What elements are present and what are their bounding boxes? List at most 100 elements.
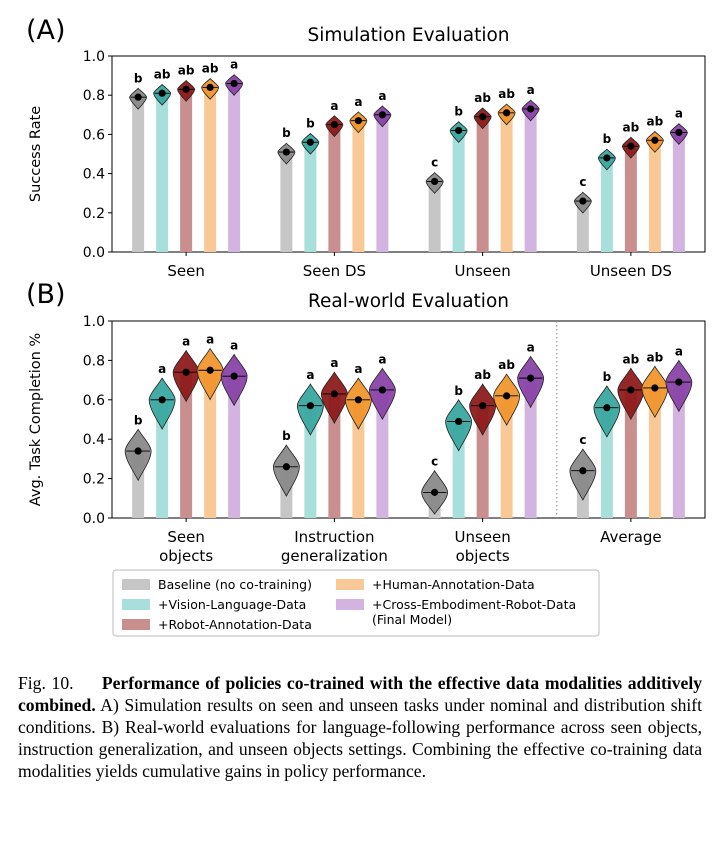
bar: [156, 93, 169, 253]
violin: [617, 367, 645, 421]
significance-letter: a: [230, 338, 238, 352]
bar: [304, 405, 317, 518]
significance-letter: b: [134, 413, 143, 427]
data-point: [134, 93, 142, 101]
bar: [648, 387, 661, 518]
caption-label: Fig. 10.: [18, 673, 74, 693]
data-point: [431, 177, 439, 186]
data-point: [306, 138, 314, 146]
bar: [600, 157, 613, 252]
bar: [228, 83, 241, 252]
significance-letter: ab: [623, 120, 640, 134]
panel-label: (A): [26, 15, 66, 46]
x-tick-label: Seen DS: [303, 262, 366, 280]
bar: [500, 395, 513, 518]
data-point: [182, 368, 190, 376]
bar: [352, 120, 365, 253]
violin: [172, 349, 200, 403]
violin: [272, 444, 300, 497]
data-point: [354, 396, 362, 404]
data-point: [182, 85, 190, 93]
axes-frame: [111, 55, 706, 253]
violin: [493, 373, 521, 426]
panel-b: (B) Real-world Evaluation 0.0 0.2 0.4 0.6 0.8 1…: [26, 279, 706, 565]
significance-letter: b: [454, 105, 463, 119]
bar: [576, 201, 589, 252]
data-point: [282, 148, 290, 156]
significance-letter: ab: [178, 64, 195, 78]
data-point: [503, 392, 511, 400]
data-point: [306, 402, 314, 410]
x-tick-label: Seen: [167, 262, 205, 280]
data-point: [627, 386, 635, 394]
violin: [148, 377, 176, 430]
legend: Baseline (no co-training) +Vision-Languag…: [112, 569, 600, 637]
data-point: [230, 79, 238, 88]
bar: [304, 142, 317, 252]
bar: [280, 152, 293, 252]
data-point: [206, 83, 214, 91]
data-point: [230, 372, 238, 380]
significance-letter: a: [675, 344, 683, 358]
data-point: [603, 154, 611, 162]
significance-letter: c: [431, 455, 438, 469]
bar: [476, 116, 489, 252]
violin: [445, 399, 473, 452]
bar: [328, 393, 341, 518]
caption-bold: Performance of policies co-trained with …: [18, 673, 703, 715]
bar: [156, 399, 169, 518]
legend-label: (Final Model): [372, 612, 452, 627]
data-point: [527, 105, 535, 113]
significance-letter: a: [330, 99, 338, 113]
y-tick-label: 0.0: [83, 245, 105, 261]
significance-letter: a: [158, 362, 166, 376]
bar: [648, 140, 661, 252]
bar: [352, 399, 365, 518]
data-point: [579, 197, 587, 205]
x-tick-label: Instruction: [294, 528, 374, 546]
y-tick-label: 0.0: [83, 511, 105, 527]
significance-letter: ab: [202, 62, 219, 76]
significance-letter: ab: [623, 352, 640, 366]
significance-letter: b: [306, 116, 315, 130]
violin: [469, 383, 497, 436]
bar: [204, 370, 217, 518]
data-point: [158, 89, 166, 97]
data-point: [431, 488, 439, 496]
significance-letter: c: [579, 433, 586, 447]
y-tick-label: 0.2: [83, 206, 105, 222]
x-tick-label: Average: [600, 528, 662, 546]
legend-label: +Human-Annotation-Data: [372, 577, 535, 592]
legend-label: +Vision-Language-Data: [158, 597, 306, 612]
chart-title: Simulation Evaluation: [307, 25, 509, 46]
significance-letter: a: [378, 89, 386, 103]
violin: [344, 377, 372, 430]
y-tick-label: 0.2: [83, 472, 105, 488]
x-tick-label: Seen: [167, 528, 205, 546]
violin: [641, 365, 669, 419]
significance-letter: ab: [498, 87, 515, 101]
y-tick-label: 0.4: [83, 167, 105, 183]
significance-letter: a: [527, 340, 535, 354]
data-point: [627, 142, 635, 150]
violin: [196, 347, 224, 401]
data-point: [282, 463, 290, 471]
bar: [600, 407, 613, 518]
bar: [376, 389, 389, 518]
bar: [476, 405, 489, 518]
y-tick-label: 0.6: [83, 127, 105, 143]
significance-letter: b: [603, 370, 612, 384]
x-tick-label: Unseen DS: [590, 262, 672, 280]
caption-text: A) Simulation results on seen and unseen…: [18, 695, 702, 781]
violin: [220, 353, 248, 407]
bar: [452, 130, 465, 252]
bar: [524, 378, 537, 518]
data-point: [527, 374, 535, 382]
legend-swatch: [336, 599, 364, 610]
x-tick-label: Unseen: [454, 528, 510, 546]
data-point: [675, 128, 683, 137]
data-point: [354, 117, 362, 125]
x-tick-label: objects: [456, 547, 510, 565]
legend-swatch: [336, 579, 364, 590]
violin: [296, 383, 324, 436]
